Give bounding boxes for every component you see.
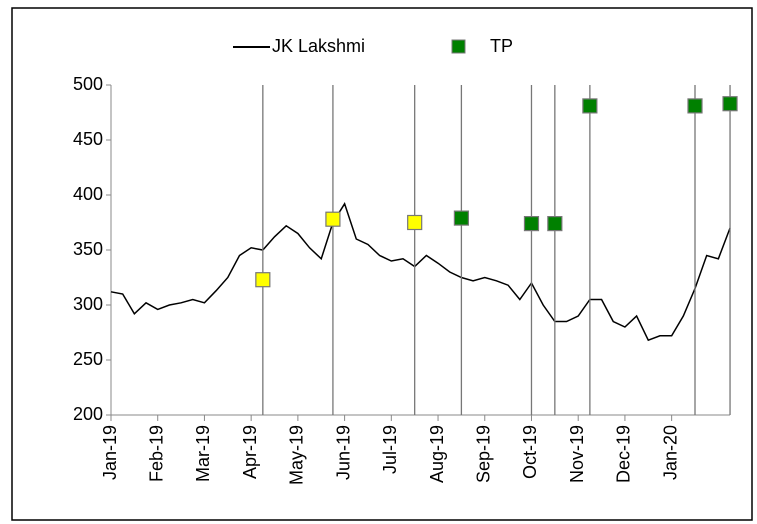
y-tick-label: 500 [73,74,103,94]
y-tick-label: 450 [73,129,103,149]
tp-marker [453,210,469,226]
x-tick-label: Apr-19 [240,425,260,479]
tp-marker [722,96,738,112]
y-tick-label: 400 [73,184,103,204]
tp-marker [547,216,563,232]
x-tick-label: Oct-19 [520,425,540,479]
x-tick-label: Aug-19 [427,425,447,483]
y-tick-label: 250 [73,349,103,369]
x-tick-label: Jun-19 [333,425,353,480]
x-tick-label: Jan-19 [100,425,120,480]
tp-marker [523,216,540,232]
x-tick-label: Nov-19 [567,425,587,483]
x-tick-label: Dec-19 [614,425,634,483]
y-tick-label: 300 [73,294,103,314]
tp-marker [255,272,271,288]
x-tick-label: Feb-19 [146,425,166,482]
tp-marker [582,98,598,114]
tp-marker [407,214,423,231]
y-tick-label: 350 [73,239,103,259]
y-tick-label: 200 [73,404,103,424]
chart-border [11,7,753,521]
x-tick-label: Jul-19 [380,425,400,474]
x-tick-label: Sep-19 [474,425,494,483]
legend-label: TP [490,36,513,56]
x-tick-label: Jan-20 [660,425,680,480]
x-tick-label: May-19 [287,425,307,485]
tp-marker [325,211,341,227]
x-tick-label: Mar-19 [193,425,213,482]
price-line [110,202,731,342]
legend-marker [451,39,466,54]
tp-marker [687,98,703,114]
legend-label: JK Lakshmi [272,36,365,56]
